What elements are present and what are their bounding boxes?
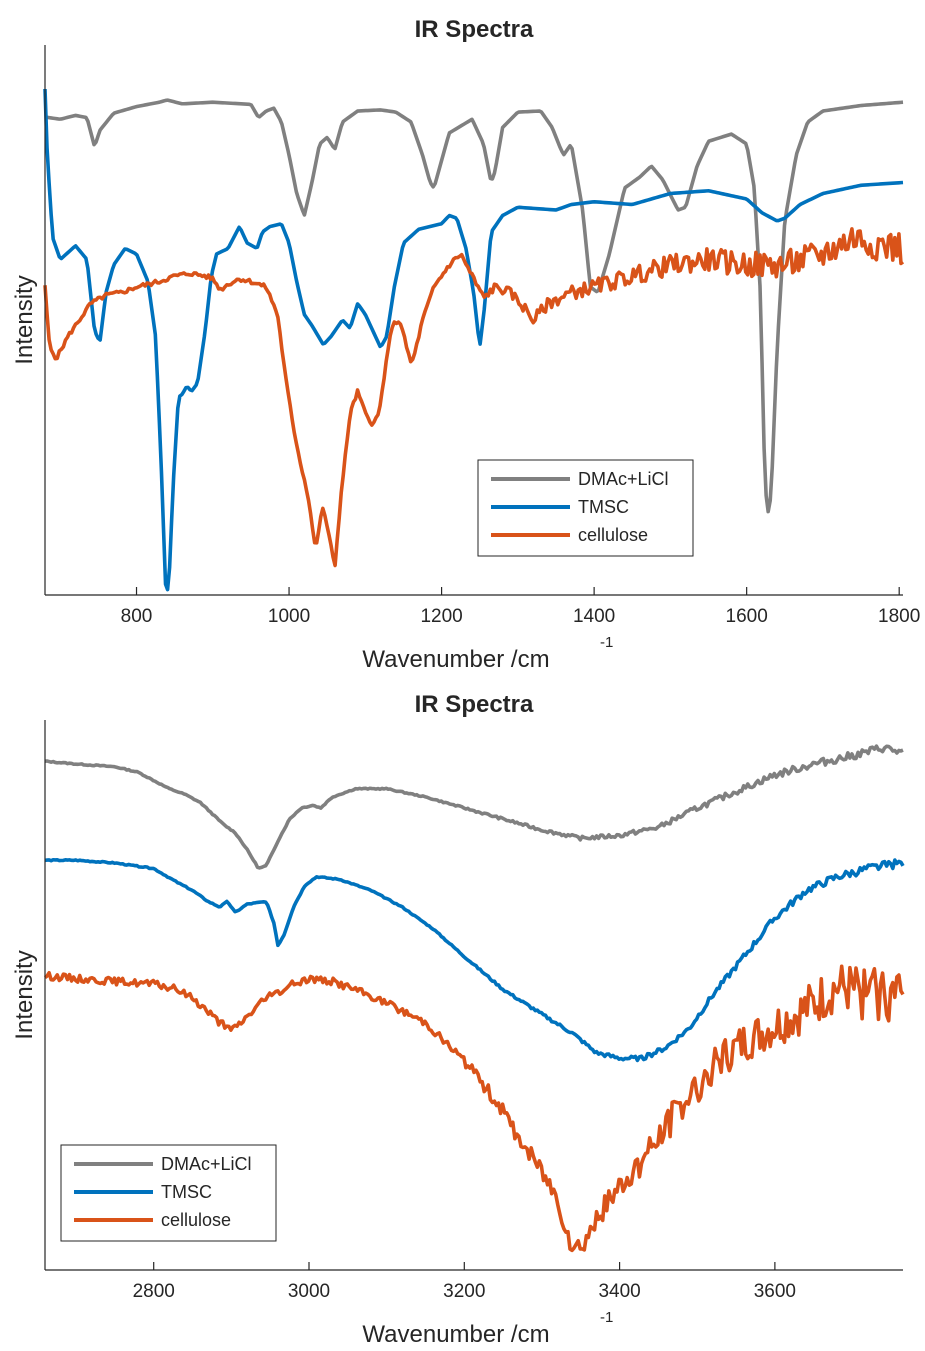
- legend-box: [477, 459, 694, 557]
- series-line-dmac-licl: [44, 744, 904, 870]
- x-tick-label: 3600: [754, 1281, 796, 1302]
- x-axis-label-superscript: -1: [600, 1309, 613, 1326]
- x-axis-label: Wavenumber /cm: [362, 1321, 549, 1348]
- x-tick-label: 1400: [573, 606, 615, 627]
- x-tick-label: 800: [121, 606, 153, 627]
- series-line-dmac-licl: [44, 98, 904, 514]
- legend: DMAc+LiCl TMSC cellulose: [477, 459, 694, 557]
- x-tick-label: 1800: [878, 606, 920, 627]
- x-tick-label: 3400: [598, 1281, 640, 1302]
- legend-label: TMSC: [161, 1182, 212, 1202]
- legend: DMAc+LiCl TMSC cellulose: [60, 1144, 277, 1242]
- legend-label: cellulose: [161, 1210, 231, 1230]
- series-line-tmsc: [44, 857, 905, 1063]
- legend-label: DMAc+LiCl: [161, 1154, 252, 1174]
- series-line-cellulose: [43, 964, 905, 1253]
- legend-label: TMSC: [578, 497, 629, 517]
- series-line-cellulose: [43, 227, 905, 568]
- chart-title: IR Spectra: [415, 691, 534, 718]
- y-axis-label: Intensity: [11, 950, 38, 1039]
- legend-label: DMAc+LiCl: [578, 469, 669, 489]
- x-axis-label: Wavenumber /cm: [362, 646, 549, 673]
- x-tick-label: 1600: [726, 606, 768, 627]
- x-tick-label: 1200: [420, 606, 462, 627]
- chart-top: IR Spectra 800 1000 1200 1400 1600 1800 Wavenum…: [11, 16, 920, 673]
- chart-title: IR Spectra: [415, 16, 534, 43]
- y-axis-label: Intensity: [11, 275, 38, 364]
- series-line-tmsc: [43, 88, 904, 592]
- legend-label: cellulose: [578, 525, 648, 545]
- x-tick-label: 2800: [133, 1281, 175, 1302]
- chart-bottom: IR Spectra 2800 3000 3200 3400 3600 Wavenumber…: [11, 691, 905, 1348]
- x-tick-label: 3000: [288, 1281, 330, 1302]
- x-tick-label: 1000: [268, 606, 310, 627]
- x-axis-label-superscript: -1: [600, 634, 613, 651]
- x-tick-label: 3200: [443, 1281, 485, 1302]
